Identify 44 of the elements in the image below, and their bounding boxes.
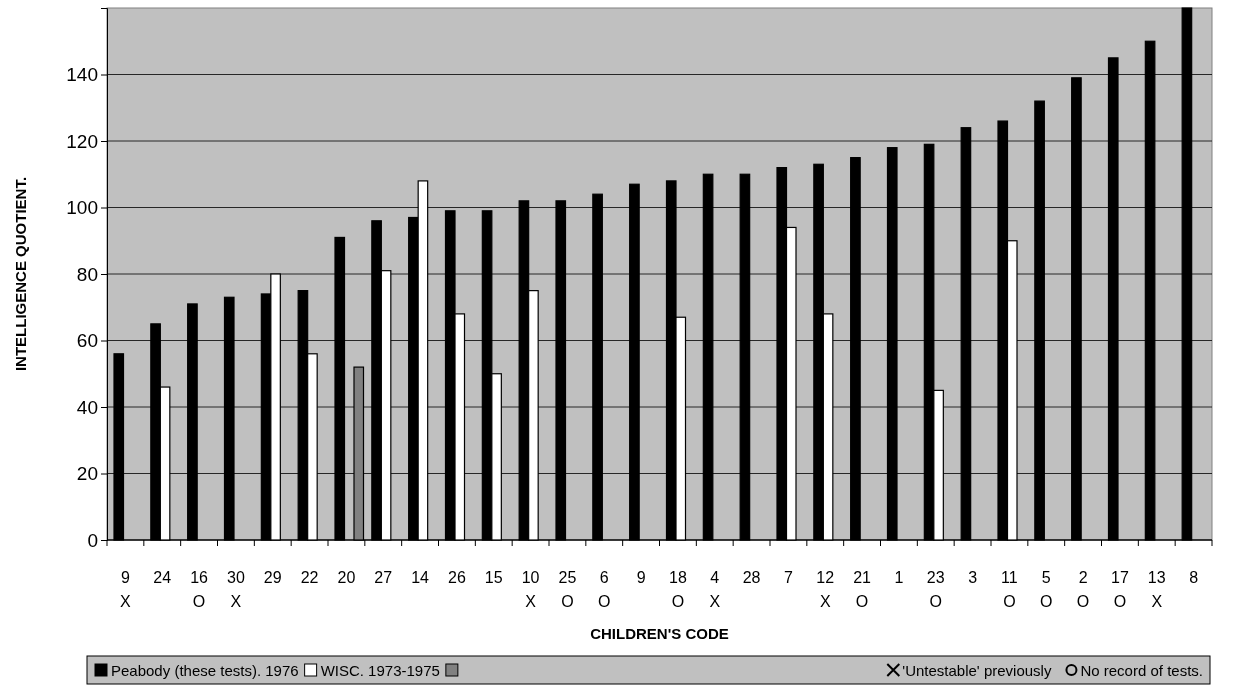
x-tick-label: 24: [153, 569, 172, 586]
x-tick-label: 21 O: [853, 569, 872, 610]
x-tick-label: 18 O: [669, 569, 687, 610]
y-tick-label: 120: [66, 130, 98, 152]
x-tick-label: 10 X: [521, 569, 540, 610]
y-tick-label: 80: [76, 263, 98, 285]
y-tick-label: 100: [66, 197, 98, 219]
x-tick-label: 14: [411, 569, 430, 586]
x-tick-label: 1: [894, 569, 904, 586]
text: No record of tests.: [1080, 662, 1203, 679]
x-tick-label: 2 O: [1076, 569, 1090, 610]
x-tick-label: 23 O: [926, 569, 945, 610]
x-tick-label: 7: [783, 569, 793, 586]
x-tick-label: 4 X: [709, 569, 721, 610]
y-tick-label: 40: [76, 396, 98, 418]
x-tick-label: 9 X: [120, 569, 132, 610]
x-tick-label: 13 X: [1147, 569, 1166, 610]
x-tick-label: 20: [337, 569, 356, 586]
x-tick-label: 8: [1189, 569, 1199, 586]
x-tick-label: 15: [484, 569, 503, 586]
x-tick-label: 28: [742, 569, 761, 586]
x-tick-label: 22: [300, 569, 319, 586]
x-tick-label: 27: [374, 569, 393, 586]
x-tick-label: 6 O: [598, 569, 611, 610]
legend-label: WISC. 1973-1975: [320, 662, 440, 679]
x-axis-title: CHILDREN'S CODE: [590, 625, 729, 642]
y-tick-label: 0: [87, 529, 98, 551]
x-tick-label: 5 O: [1040, 569, 1053, 610]
x-tick-label: 11 O: [1001, 569, 1018, 610]
x-tick-label: 3: [968, 569, 978, 586]
x-tick-label: 12 X: [816, 569, 835, 610]
text: 'Untestable' previously: [902, 662, 1052, 679]
x-tick-label: 29: [263, 569, 282, 586]
y-tick-label: 140: [66, 64, 98, 86]
x-tick-label: 16 O: [190, 569, 209, 610]
x-tick-label: 17 O: [1111, 569, 1129, 610]
legend-label: Peabody (these tests). 1976: [111, 662, 299, 679]
x-tick-label: 25 O: [558, 569, 577, 610]
y-tick-label: 20: [76, 463, 98, 485]
y-axis-title: INTELLIGENCE QUOTIENT.: [12, 176, 29, 372]
y-tick-label: 60: [76, 330, 98, 352]
x-tick-label: 30 X: [227, 569, 245, 610]
x-tick-label: 26: [448, 569, 466, 586]
x-tick-label: 9: [636, 569, 646, 586]
